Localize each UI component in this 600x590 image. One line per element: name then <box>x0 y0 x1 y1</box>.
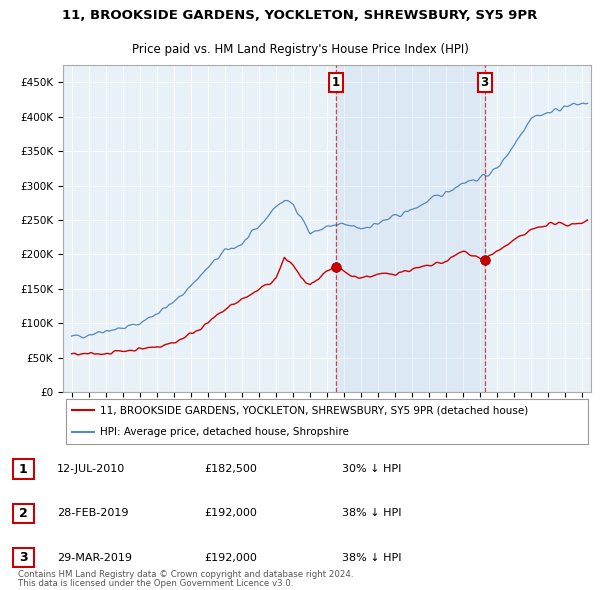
FancyBboxPatch shape <box>13 460 34 478</box>
Text: 3: 3 <box>481 76 488 88</box>
Text: 1: 1 <box>19 463 28 476</box>
Text: 28-FEB-2019: 28-FEB-2019 <box>57 509 128 518</box>
Text: 1: 1 <box>332 76 340 88</box>
Text: £192,000: £192,000 <box>204 509 257 518</box>
Text: Price paid vs. HM Land Registry's House Price Index (HPI): Price paid vs. HM Land Registry's House … <box>131 44 469 57</box>
Text: 38% ↓ HPI: 38% ↓ HPI <box>342 509 401 518</box>
Text: 29-MAR-2019: 29-MAR-2019 <box>57 553 132 562</box>
Text: HPI: Average price, detached house, Shropshire: HPI: Average price, detached house, Shro… <box>100 427 349 437</box>
Text: 3: 3 <box>19 551 28 564</box>
Text: £192,000: £192,000 <box>204 553 257 562</box>
FancyBboxPatch shape <box>13 504 34 523</box>
Text: 12-JUL-2010: 12-JUL-2010 <box>57 464 125 474</box>
Text: 11, BROOKSIDE GARDENS, YOCKLETON, SHREWSBURY, SY5 9PR (detached house): 11, BROOKSIDE GARDENS, YOCKLETON, SHREWS… <box>100 405 528 415</box>
Text: 11, BROOKSIDE GARDENS, YOCKLETON, SHREWSBURY, SY5 9PR: 11, BROOKSIDE GARDENS, YOCKLETON, SHREWS… <box>62 9 538 22</box>
Text: 30% ↓ HPI: 30% ↓ HPI <box>342 464 401 474</box>
Text: This data is licensed under the Open Government Licence v3.0.: This data is licensed under the Open Gov… <box>18 579 293 588</box>
Bar <box>336 65 485 392</box>
Text: Contains HM Land Registry data © Crown copyright and database right 2024.: Contains HM Land Registry data © Crown c… <box>18 571 353 579</box>
FancyBboxPatch shape <box>65 399 589 444</box>
Text: 2: 2 <box>19 507 28 520</box>
FancyBboxPatch shape <box>13 548 34 567</box>
Text: 38% ↓ HPI: 38% ↓ HPI <box>342 553 401 562</box>
Text: £182,500: £182,500 <box>204 464 257 474</box>
